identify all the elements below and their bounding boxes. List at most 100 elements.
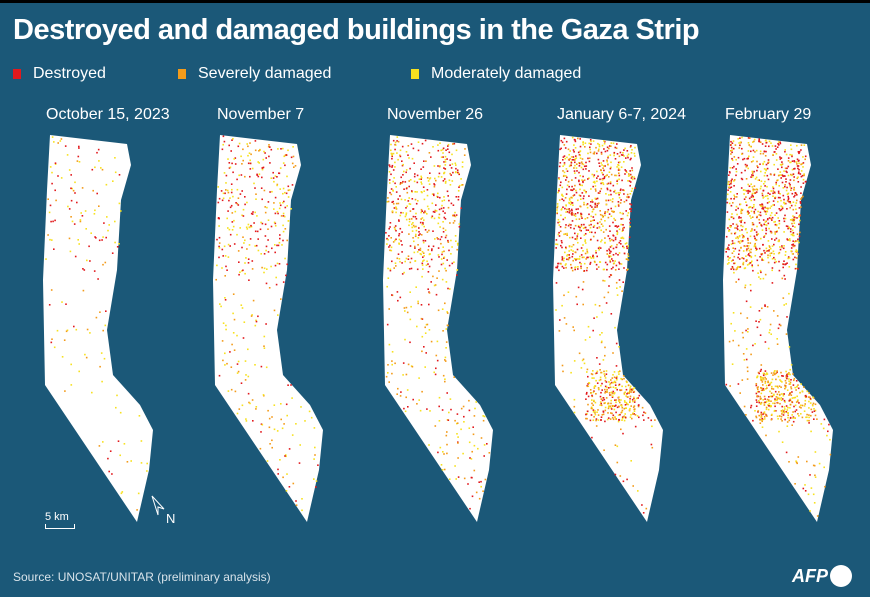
damage-dot [630,152,633,154]
damage-dot [762,189,765,192]
damage-dot [566,232,568,235]
damage-dot [580,247,583,249]
damage-dot [271,247,273,250]
damage-dot [590,373,593,375]
damage-dot [781,409,784,411]
damage-dot [264,223,267,226]
damage-dot [626,247,628,250]
damage-dot [473,469,476,472]
damage-dot [105,310,107,312]
damage-dot [729,167,732,169]
damage-dot [765,207,768,209]
damage-dot [241,190,243,192]
damage-dot [603,449,605,451]
damage-dot [792,173,795,176]
damage-dot [411,191,413,193]
damage-dot [630,414,632,416]
damage-dot [283,200,285,203]
damage-dot [561,198,563,200]
damage-dot [629,391,631,393]
damage-dot [611,416,614,419]
damage-dot [792,225,794,227]
damage-dot [407,145,410,147]
damage-dot [592,329,594,332]
damage-dot [416,268,419,271]
damage-dot [280,403,282,405]
damage-dot [786,208,788,210]
damage-dot [603,175,606,178]
damage-dot [410,257,413,260]
damage-dot [758,247,761,250]
damage-dot [795,263,797,266]
damage-dot [733,198,735,200]
damage-dot [561,265,564,268]
damage-dot [223,140,226,143]
damage-dot [68,237,71,240]
damage-dot [615,418,617,420]
damage-dot [769,395,772,398]
damage-dot [775,183,777,186]
damage-dot [257,315,259,318]
damage-dot [576,235,579,237]
damage-dot [599,401,602,403]
damage-dot [781,206,784,208]
damage-dot [779,141,781,144]
damage-dot [607,156,609,159]
damage-dot [284,454,287,456]
damage-dot [577,224,580,227]
damage-dot [402,163,404,166]
damage-dot [245,374,247,376]
damage-dot [601,214,604,217]
damage-dot [404,181,407,183]
damage-dot [630,208,632,210]
damage-dot [397,140,400,143]
damage-dot [610,408,613,410]
damage-dot [416,403,418,405]
damage-dot [592,208,595,210]
damage-dot [773,174,776,176]
damage-dot [84,353,86,356]
damage-dot [577,241,579,244]
damage-dot [758,179,760,181]
damage-dot [423,160,425,162]
damage-dot [278,207,281,210]
damage-dot [410,305,412,308]
damage-dot [753,212,756,215]
damage-dot [273,208,275,210]
damage-dot [607,199,610,202]
damage-dot [245,226,248,229]
damage-dot [471,495,474,498]
damage-dot [766,174,769,177]
damage-dot [226,189,229,192]
damage-dot [254,324,257,327]
damage-dot [802,178,805,181]
damage-dot [608,176,610,178]
damage-dot [279,234,281,236]
damage-dot [804,403,806,405]
damage-dot [773,191,776,193]
damage-dot [572,253,574,255]
damage-dot [788,419,791,422]
damage-dot [233,243,236,245]
damage-dot [578,180,580,183]
damage-dot [750,261,752,264]
damage-dot [748,255,751,257]
damage-dot [449,164,451,166]
damage-dot [317,464,319,466]
damage-dot [423,259,425,262]
damage-dot [454,465,456,467]
damage-dot [274,251,276,254]
damage-dot [582,141,584,144]
damage-dot [260,365,263,368]
damage-dot [760,413,762,416]
damage-dot [284,191,286,194]
damage-dot [391,351,394,353]
damage-dot [759,419,761,421]
damage-dot [438,165,441,168]
damage-dot [582,227,585,229]
damage-dot [408,203,411,205]
damage-dot [389,182,391,184]
damage-dot [784,217,787,220]
damage-dot [761,419,763,421]
damage-dot [626,396,629,398]
